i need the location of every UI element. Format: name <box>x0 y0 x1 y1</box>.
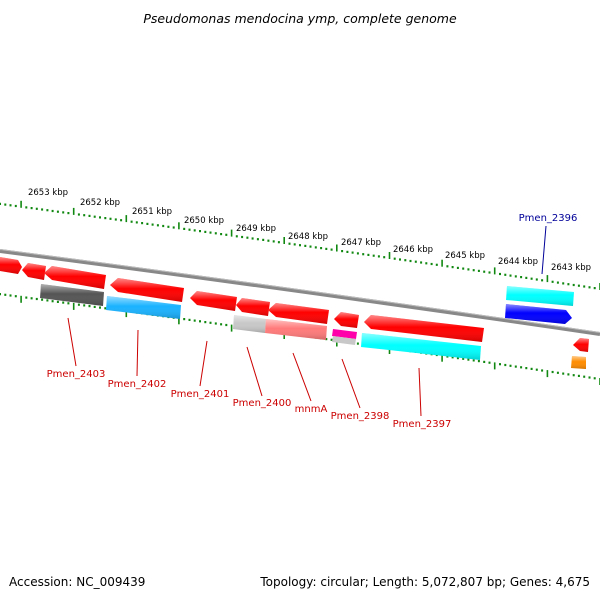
genome-backbone <box>0 249 600 336</box>
gene-arrow-shading <box>44 266 106 289</box>
genome-backbone-highlight <box>0 249 600 333</box>
gene-arrow-shading <box>22 263 46 280</box>
gene-label-mnma[interactable]: mnmA <box>295 404 328 415</box>
kbp-label: 2643 kbp <box>551 263 591 273</box>
gene-arrow-shading <box>110 278 184 302</box>
feature-block-shading <box>361 333 481 360</box>
label-leaders <box>67 225 547 417</box>
gene-arrow-shading <box>573 338 589 352</box>
label-leader-line <box>246 346 263 397</box>
feature-block-shading <box>233 315 266 333</box>
feature-block[interactable] <box>332 336 356 345</box>
gene-label-pmen-2403[interactable]: Pmen_2403 <box>47 369 106 380</box>
accession-text: Accession: NC_009439 <box>9 575 145 589</box>
gene-label-pmen-2397[interactable]: Pmen_2397 <box>393 419 452 430</box>
gene-arrow-shading <box>0 257 22 274</box>
genome-summary-text: Topology: circular; Length: 5,072,807 bp… <box>259 575 590 589</box>
gene-label-pmen-2400[interactable]: Pmen_2400 <box>233 398 292 409</box>
feature-block-shading <box>571 356 586 369</box>
feature-lane <box>40 284 586 369</box>
gene-arrow-shading <box>505 304 572 324</box>
label-leader-line <box>541 225 547 275</box>
gene-arrow-shading <box>190 291 237 311</box>
feature-block-shading <box>506 286 574 306</box>
outer-scale-ruler <box>0 200 600 290</box>
kbp-label: 2647 kbp <box>341 238 381 248</box>
kbp-label: 2653 kbp <box>28 188 68 198</box>
feature-block-shading <box>265 319 327 340</box>
gene-labels: Pmen_2403 Pmen_2402 Pmen_2401 Pmen_2400 … <box>47 213 578 430</box>
kbp-labels: 2653 kbp 2652 kbp 2651 kbp 2650 kbp 2649… <box>28 188 591 273</box>
kbp-label: 2648 kbp <box>288 232 328 242</box>
label-leader-line <box>341 358 361 409</box>
feature-block-shading <box>106 296 181 319</box>
label-leader-line <box>418 367 422 417</box>
feature-block-shading <box>40 284 104 306</box>
label-leader-line <box>136 329 139 377</box>
gene-label-pmen-2402[interactable]: Pmen_2402 <box>108 379 167 390</box>
kbp-label: 2645 kbp <box>445 251 485 261</box>
kbp-label: 2650 kbp <box>184 216 224 226</box>
gene-arrow-shading <box>236 298 270 316</box>
kbp-label: 2646 kbp <box>393 245 433 255</box>
forward-strand-genes <box>0 257 589 352</box>
feature-block[interactable] <box>332 329 357 339</box>
kbp-label: 2652 kbp <box>80 198 120 208</box>
kbp-label: 2651 kbp <box>132 207 172 217</box>
gene-arrow-shading <box>268 303 329 324</box>
gene-label-pmen-2396[interactable]: Pmen_2396 <box>519 213 578 224</box>
label-leader-line <box>292 352 312 402</box>
page-title: Pseudomonas mendocina ymp, complete geno… <box>143 11 457 26</box>
gene-label-pmen-2401[interactable]: Pmen_2401 <box>171 389 230 400</box>
kbp-label: 2649 kbp <box>236 224 276 234</box>
gene-arrow-shading <box>334 312 359 328</box>
label-leader-line <box>67 317 77 367</box>
gene-label-pmen-2398[interactable]: Pmen_2398 <box>331 411 390 422</box>
label-leader-line <box>199 340 208 387</box>
kbp-label: 2644 kbp <box>498 257 538 267</box>
gene-arrow-shading <box>364 315 484 342</box>
